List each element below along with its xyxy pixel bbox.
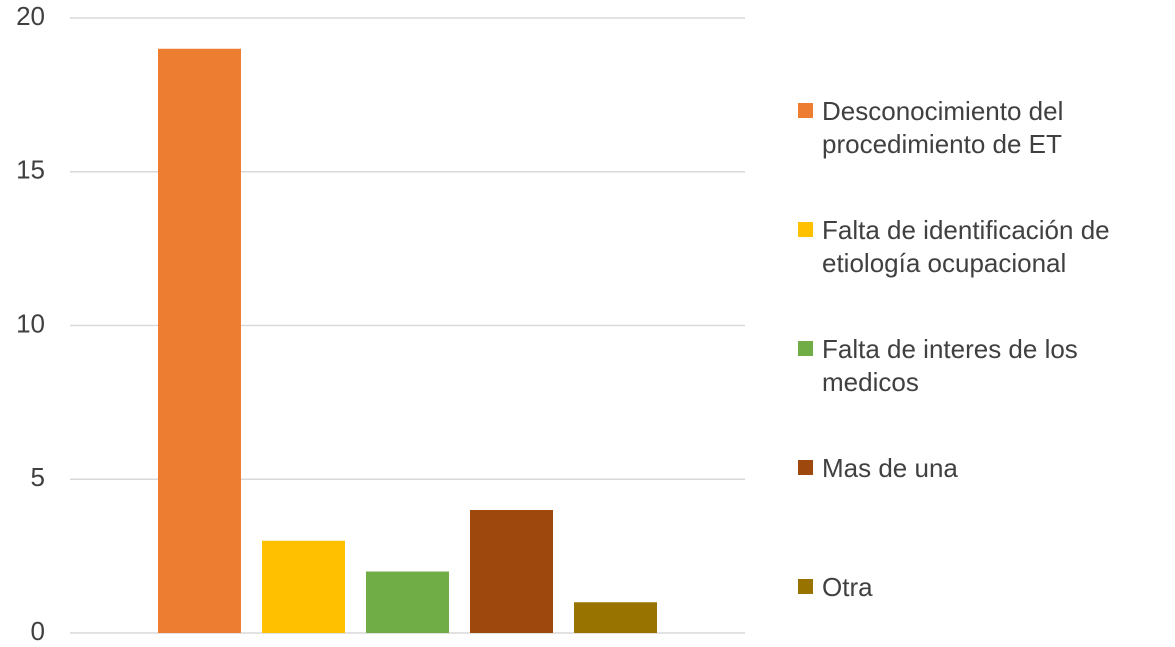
y-tick-label: 5 bbox=[31, 462, 45, 492]
bar bbox=[158, 48, 241, 633]
legend-label: Falta de interes de los medicos bbox=[822, 334, 1078, 397]
bar bbox=[366, 571, 449, 633]
legend-swatch bbox=[798, 579, 813, 594]
legend-item: Desconocimiento del procedimiento de ET bbox=[798, 95, 1174, 161]
y-tick-label: 20 bbox=[16, 1, 45, 31]
legend-swatch bbox=[798, 222, 813, 237]
legend-label: Mas de una bbox=[822, 453, 958, 483]
legend-label: Otra bbox=[822, 572, 873, 602]
legend-label: Falta de identificación de etiología ocu… bbox=[822, 215, 1110, 278]
bar bbox=[262, 540, 345, 633]
legend-swatch bbox=[798, 103, 813, 118]
legend-item: Mas de una bbox=[798, 452, 1174, 485]
legend-item: Falta de interes de los medicos bbox=[798, 333, 1174, 399]
legend-item: Otra bbox=[798, 571, 1174, 604]
bar bbox=[470, 510, 553, 633]
y-tick-label: 15 bbox=[16, 155, 45, 185]
y-tick-label: 10 bbox=[16, 308, 45, 338]
legend-item: Falta de identificación de etiología ocu… bbox=[798, 214, 1174, 280]
bar bbox=[574, 602, 657, 633]
y-tick-label: 0 bbox=[31, 616, 45, 646]
legend-swatch bbox=[798, 341, 813, 356]
legend-swatch bbox=[798, 460, 813, 475]
legend-label: Desconocimiento del procedimiento de ET bbox=[822, 96, 1064, 159]
